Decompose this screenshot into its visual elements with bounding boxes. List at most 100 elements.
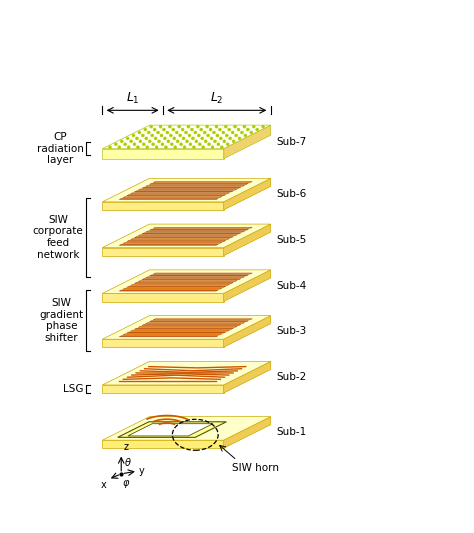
Polygon shape [127,332,226,333]
Polygon shape [146,277,245,278]
Polygon shape [102,125,271,149]
Circle shape [197,134,200,137]
Circle shape [244,134,247,137]
Text: Sub-5: Sub-5 [276,235,306,245]
Polygon shape [134,237,234,238]
Polygon shape [134,282,234,284]
Circle shape [219,137,222,140]
Circle shape [220,146,223,149]
Circle shape [175,131,178,134]
Circle shape [173,137,176,140]
Circle shape [217,143,220,146]
Circle shape [127,146,130,149]
Polygon shape [153,319,252,320]
Circle shape [235,134,237,137]
Circle shape [167,140,170,143]
Polygon shape [130,284,230,285]
Polygon shape [123,288,222,289]
Polygon shape [138,235,237,236]
Polygon shape [224,417,271,448]
Text: SIW
corporate
feed
network: SIW corporate feed network [33,215,83,260]
Polygon shape [102,270,271,294]
Circle shape [145,137,148,140]
Text: SIW horn: SIW horn [232,463,279,473]
Circle shape [157,140,161,143]
Circle shape [154,137,157,140]
Circle shape [189,143,192,146]
Circle shape [169,134,172,137]
Circle shape [182,137,185,140]
Circle shape [166,131,169,134]
Circle shape [246,128,249,131]
Polygon shape [146,185,245,187]
Polygon shape [123,197,222,198]
Circle shape [240,131,244,134]
Polygon shape [224,316,271,348]
Polygon shape [118,422,227,438]
Polygon shape [127,240,226,241]
Polygon shape [102,149,224,159]
Polygon shape [149,275,248,276]
Circle shape [213,140,217,143]
Polygon shape [153,227,252,228]
Circle shape [152,143,155,146]
Circle shape [159,125,162,128]
Circle shape [206,125,209,128]
Circle shape [237,128,240,131]
Polygon shape [224,270,271,302]
Polygon shape [153,273,252,274]
Text: y: y [139,466,145,476]
Circle shape [215,125,218,128]
Circle shape [188,134,191,137]
Text: SIW
gradient
phase
shifter: SIW gradient phase shifter [39,298,83,343]
Circle shape [170,143,173,146]
Text: $\varphi$: $\varphi$ [122,478,130,490]
Circle shape [160,134,163,137]
Circle shape [194,131,197,134]
Circle shape [164,146,167,149]
Circle shape [212,131,216,134]
Polygon shape [138,280,237,281]
Circle shape [164,137,166,140]
Circle shape [232,140,235,143]
Circle shape [226,143,229,146]
Circle shape [202,146,205,149]
Circle shape [209,128,212,131]
Text: Sub-1: Sub-1 [276,427,306,438]
Polygon shape [142,325,241,326]
Circle shape [161,143,164,146]
Polygon shape [130,238,230,240]
Circle shape [250,131,253,134]
Circle shape [191,137,194,140]
Circle shape [129,140,133,143]
Polygon shape [224,179,271,210]
Circle shape [184,131,188,134]
Circle shape [196,125,199,128]
Polygon shape [138,326,237,327]
Circle shape [109,146,111,149]
Polygon shape [119,244,219,245]
Circle shape [180,143,182,146]
Circle shape [210,137,213,140]
Text: LSG: LSG [63,384,83,394]
Circle shape [132,134,135,137]
Polygon shape [102,361,271,385]
Polygon shape [119,336,219,337]
Text: CP
radiation
layer: CP radiation layer [36,132,83,165]
Circle shape [228,137,232,140]
Polygon shape [130,193,230,194]
Text: Sub-7: Sub-7 [276,137,306,147]
Circle shape [181,128,184,131]
Circle shape [168,125,171,128]
Polygon shape [146,322,245,324]
Circle shape [234,125,237,128]
Polygon shape [138,189,237,190]
Text: Sub-4: Sub-4 [276,281,306,290]
Circle shape [195,140,198,143]
Circle shape [223,140,226,143]
Polygon shape [102,339,224,348]
Circle shape [200,128,203,131]
Circle shape [141,134,145,137]
Polygon shape [142,233,241,234]
Text: Sub-3: Sub-3 [276,326,306,336]
